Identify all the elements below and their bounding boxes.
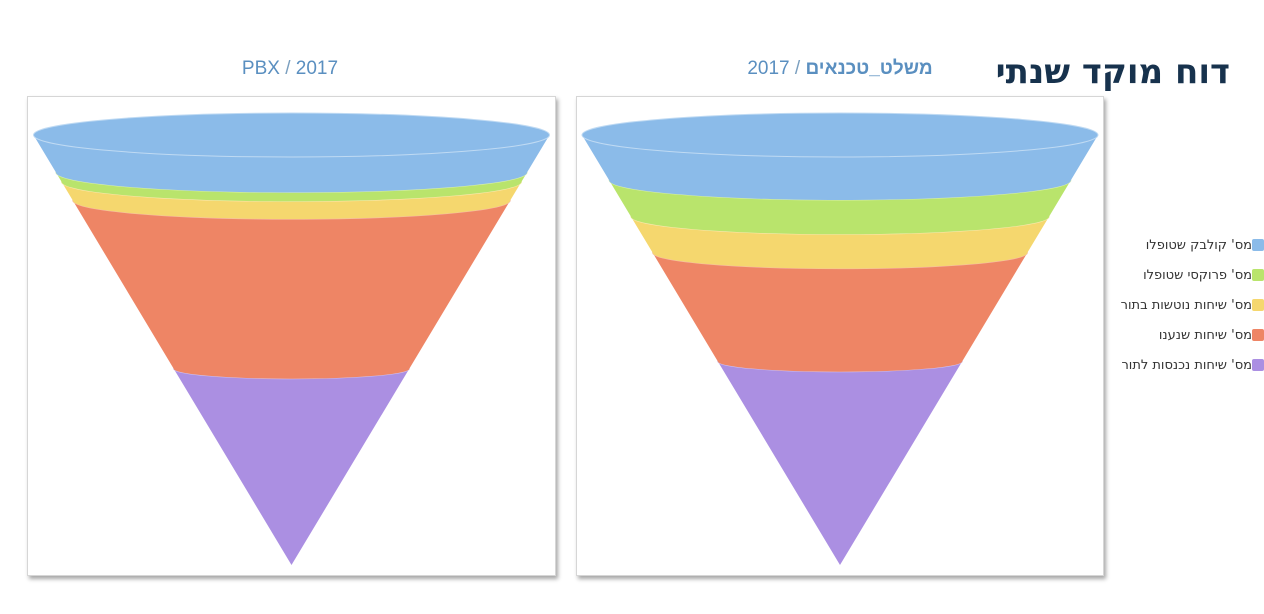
legend-swatch: [1252, 239, 1264, 251]
funnel-segment-body: [173, 368, 410, 565]
funnel-chart-technicians-svg: [581, 112, 1099, 565]
chart-title-technicians: משלט_טכנאים / 2017: [740, 58, 940, 80]
chart-title-pbx: PBX / 2017: [226, 58, 354, 80]
legend-item-abandoned[interactable]: מס' שיחות נוטשות בתור: [1121, 296, 1264, 314]
funnel-segment-incoming[interactable]: [173, 358, 410, 565]
chart-title-year: 2017: [295, 58, 339, 79]
legend-label: מס' קולבק שטופלו: [1145, 237, 1252, 253]
funnel-segment-callback[interactable]: [33, 112, 550, 193]
funnel-chart-pbx-svg: [33, 112, 550, 565]
funnel-segment-body: [652, 252, 1028, 372]
funnel-segment-rim: [581, 112, 1099, 158]
legend-swatch: [1252, 359, 1264, 371]
chart-title-separator: /: [789, 58, 806, 79]
chart-title-name: משלט_טכנאים: [805, 58, 933, 79]
legend: מס' קולבק שטופלו מס' פרוקסי שטופלו מס' ש…: [1121, 236, 1264, 386]
funnel-segment-body: [609, 180, 1071, 235]
funnel-segment-callback[interactable]: [581, 112, 1099, 200]
legend-swatch: [1252, 299, 1264, 311]
funnel-chart-pbx[interactable]: [27, 96, 556, 576]
chart-title-separator: /: [279, 58, 296, 79]
funnel-segment-incoming[interactable]: [717, 350, 963, 565]
legend-label: מס' פרוקסי שטופלו: [1143, 267, 1252, 283]
funnel-segment-body: [717, 361, 963, 565]
legend-label: מס' שיחות נוטשות בתור: [1120, 297, 1252, 313]
legend-item-proxy[interactable]: מס' פרוקסי שטופלו: [1130, 266, 1264, 284]
funnel-segment-body: [55, 172, 528, 202]
legend-swatch: [1252, 269, 1264, 281]
chart-title-year: 2017: [747, 58, 790, 79]
funnel-segment-body: [33, 135, 550, 193]
legend-item-answered[interactable]: מס' שיחות שנענו: [1130, 326, 1264, 344]
chart-title-name: PBX: [241, 58, 280, 79]
funnel-segment-body: [582, 135, 1098, 200]
funnel-segment-body: [61, 181, 522, 220]
legend-swatch: [1252, 329, 1264, 341]
legend-label: מס' שיחות שנענו: [1158, 327, 1252, 343]
funnel-segment-body: [630, 216, 1050, 269]
legend-label: מס' שיחות נכנסות לתור: [1121, 357, 1252, 373]
page-title: דוח מוקד שנתי: [995, 52, 1230, 92]
funnel-chart-technicians[interactable]: [576, 96, 1104, 576]
funnel-segment-body: [72, 200, 511, 379]
legend-item-incoming[interactable]: מס' שיחות נכנסות לתור: [1121, 356, 1264, 374]
legend-item-callback[interactable]: מס' קולבק שטופלו: [1130, 236, 1264, 254]
funnel-segment-rim: [33, 112, 550, 158]
